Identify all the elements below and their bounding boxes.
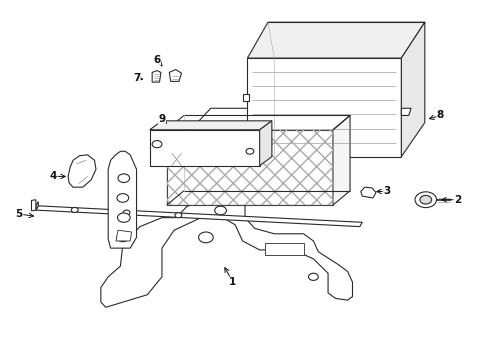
Polygon shape xyxy=(108,151,137,248)
Polygon shape xyxy=(68,155,96,187)
Polygon shape xyxy=(333,116,350,205)
Polygon shape xyxy=(36,206,362,226)
Circle shape xyxy=(72,207,78,212)
Text: 4: 4 xyxy=(50,171,57,181)
Polygon shape xyxy=(116,230,132,241)
Polygon shape xyxy=(401,22,425,157)
Text: 1: 1 xyxy=(229,277,236,287)
Circle shape xyxy=(117,194,129,202)
Polygon shape xyxy=(401,108,411,116)
Circle shape xyxy=(123,210,130,215)
Polygon shape xyxy=(243,94,249,101)
Text: 8: 8 xyxy=(437,111,444,121)
Circle shape xyxy=(215,206,226,215)
Polygon shape xyxy=(184,108,360,137)
Polygon shape xyxy=(150,130,260,166)
Circle shape xyxy=(117,233,129,242)
Circle shape xyxy=(175,213,182,218)
Polygon shape xyxy=(101,198,352,307)
Polygon shape xyxy=(361,187,376,198)
Circle shape xyxy=(420,195,432,204)
Circle shape xyxy=(415,192,437,208)
Circle shape xyxy=(309,273,318,280)
Text: 6: 6 xyxy=(153,55,161,65)
Text: 3: 3 xyxy=(383,186,391,197)
Polygon shape xyxy=(152,71,161,82)
Polygon shape xyxy=(247,58,401,157)
Text: 5: 5 xyxy=(16,209,23,219)
Polygon shape xyxy=(265,243,304,255)
Circle shape xyxy=(152,140,162,148)
Circle shape xyxy=(246,148,254,154)
Polygon shape xyxy=(167,130,333,205)
Text: 9: 9 xyxy=(158,114,166,124)
Polygon shape xyxy=(150,121,272,130)
Polygon shape xyxy=(247,22,425,58)
Circle shape xyxy=(118,174,130,183)
Text: 7: 7 xyxy=(133,73,140,83)
Polygon shape xyxy=(31,200,36,211)
Polygon shape xyxy=(260,121,272,166)
Circle shape xyxy=(198,232,213,243)
Text: 2: 2 xyxy=(454,195,461,205)
Circle shape xyxy=(118,213,130,222)
Polygon shape xyxy=(36,202,38,210)
Polygon shape xyxy=(169,69,181,81)
